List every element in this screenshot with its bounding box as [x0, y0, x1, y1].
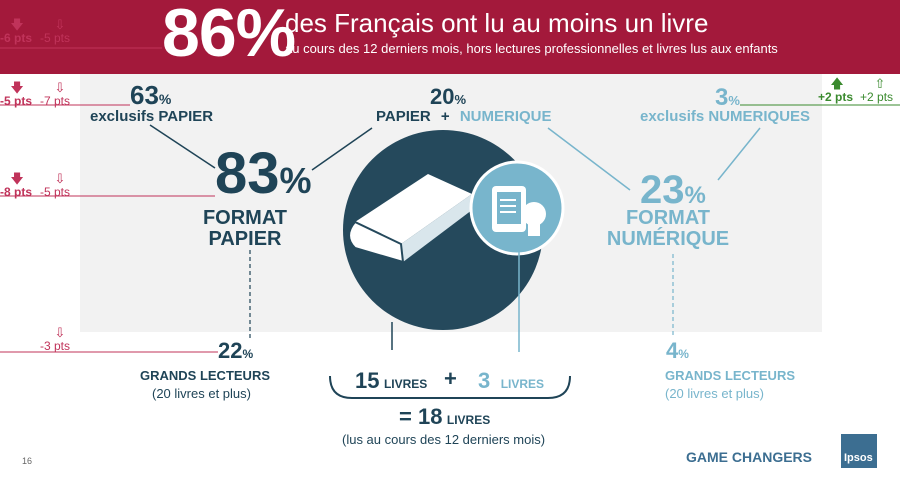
grands-numerique-label: GRANDS LECTEURS	[665, 368, 796, 383]
format-papier-label: FORMAT PAPIER	[202, 207, 288, 250]
arrow-down-icon: 🡇	[10, 171, 24, 186]
delta-row4-b: ⇩ -3 pts	[40, 326, 80, 353]
headline-title: des Français ont lu au moins un livre	[285, 8, 709, 38]
delta-value: -3 pts	[40, 339, 71, 353]
grands-papier-label: GRANDS LECTEURS	[140, 368, 271, 383]
connector-line	[311, 127, 373, 171]
connector-line	[149, 124, 216, 169]
delta-right-b: ⇧ +2 pts	[860, 77, 900, 104]
connector-line	[717, 127, 761, 181]
total-books: = 18 LIVRES	[399, 404, 491, 429]
delta-row3-b: ⇩ -5 pts	[40, 172, 80, 199]
book-icon	[348, 174, 472, 264]
format-papier-percent: 83%	[215, 141, 312, 206]
digital-only-percent: 3%	[715, 84, 740, 111]
tablet-icon	[492, 186, 546, 236]
game-changers-tagline: GAME CHANGERS	[686, 449, 813, 465]
connector-line	[547, 127, 631, 191]
arrow-down-outline-icon: ⇩	[54, 325, 66, 340]
format-numerique-percent: 23%	[640, 168, 706, 212]
format-numerique-label: FORMAT NUMÉRIQUE	[606, 207, 730, 250]
arrow-down-outline-icon: ⇩	[54, 17, 66, 32]
delta-value: -8 pts	[0, 185, 33, 199]
delta-value: +2 pts	[818, 90, 854, 104]
both-percent: 20%	[430, 84, 467, 109]
digital-books-count: 3 LIVRES	[478, 368, 545, 393]
total-books-note: (lus au cours des 12 derniers mois)	[342, 432, 546, 447]
arrow-down-outline-icon: ⇩	[54, 80, 66, 95]
delta-value: -7 pts	[40, 94, 71, 108]
page-number: 16	[22, 456, 33, 466]
grands-numerique-sub: (20 livres et plus)	[665, 386, 764, 401]
arrow-down-icon: 🡇	[10, 80, 24, 95]
delta-value: -5 pts	[0, 94, 33, 108]
headline-percent: 86%	[162, 0, 296, 71]
grands-papier-percent: 22%	[218, 338, 254, 363]
grands-papier-sub: (20 livres et plus)	[152, 386, 251, 401]
arrow-down-icon: 🡇	[10, 17, 24, 32]
delta-value: -5 pts	[40, 185, 71, 199]
arrow-up-icon: 🡅	[830, 76, 844, 91]
paper-books-count: 15 LIVRES	[355, 368, 428, 393]
delta-value: -5 pts	[40, 31, 71, 45]
delta-row1-a: 🡇 -6 pts	[0, 18, 34, 45]
arrow-up-outline-icon: ⇧	[874, 76, 886, 91]
paper-only-percent: 63%	[130, 80, 172, 110]
delta-row1-b: ⇩ -5 pts	[40, 18, 80, 45]
ipsos-logo: Ipsos	[844, 452, 873, 464]
bracket	[329, 375, 571, 399]
grands-numerique-percent: 4%	[666, 338, 689, 363]
delta-value: -6 pts	[0, 31, 33, 45]
ipsos-logo-box	[841, 434, 877, 468]
delta-right-a: 🡅 +2 pts	[818, 77, 856, 104]
both-label: PAPIER + NUMERIQUE	[376, 108, 552, 125]
books-plus: +	[444, 366, 457, 391]
digital-only-label: exclusifs NUMERIQUES	[640, 108, 811, 125]
header-banner	[0, 0, 900, 74]
delta-row2-a: 🡇 -5 pts	[0, 81, 34, 108]
paper-only-label: exclusifs PAPIER	[90, 108, 214, 125]
headline-subtitle: au cours des 12 derniers mois, hors lect…	[285, 41, 778, 56]
delta-row2-b: ⇩ -7 pts	[40, 81, 80, 108]
delta-row3-a: 🡇 -8 pts	[0, 172, 34, 199]
arrow-down-outline-icon: ⇩	[54, 171, 66, 186]
delta-value: +2 pts	[860, 90, 894, 104]
